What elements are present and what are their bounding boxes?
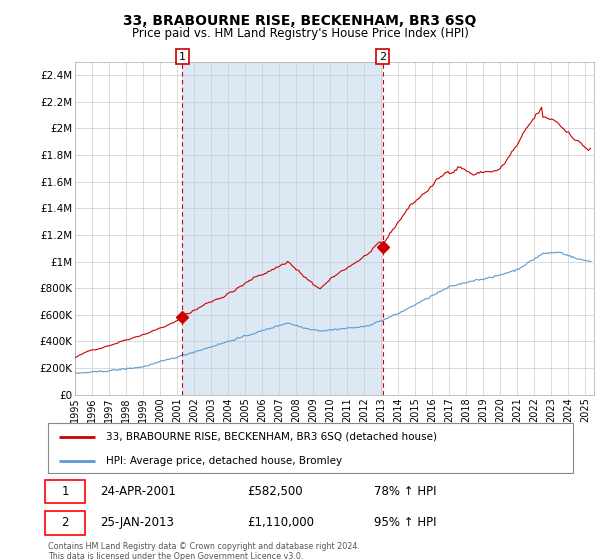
Text: HPI: Average price, detached house, Bromley: HPI: Average price, detached house, Brom… [106, 456, 342, 465]
FancyBboxPatch shape [46, 511, 85, 535]
Text: Price paid vs. HM Land Registry's House Price Index (HPI): Price paid vs. HM Land Registry's House … [131, 27, 469, 40]
Text: 33, BRABOURNE RISE, BECKENHAM, BR3 6SQ (detached house): 33, BRABOURNE RISE, BECKENHAM, BR3 6SQ (… [106, 432, 437, 442]
Text: 33, BRABOURNE RISE, BECKENHAM, BR3 6SQ: 33, BRABOURNE RISE, BECKENHAM, BR3 6SQ [124, 14, 476, 28]
Text: Contains HM Land Registry data © Crown copyright and database right 2024.
This d: Contains HM Land Registry data © Crown c… [48, 542, 360, 560]
Text: £582,500: £582,500 [248, 485, 303, 498]
Text: 2: 2 [379, 52, 386, 62]
Text: 2: 2 [61, 516, 69, 529]
Bar [182, 62, 383, 395]
Text: 25-JAN-2013: 25-JAN-2013 [101, 516, 175, 529]
Text: 78% ↑ HPI: 78% ↑ HPI [373, 485, 436, 498]
Text: 1: 1 [61, 485, 69, 498]
Text: 24-APR-2001: 24-APR-2001 [101, 485, 176, 498]
FancyBboxPatch shape [46, 480, 85, 503]
Text: £1,110,000: £1,110,000 [248, 516, 314, 529]
Text: 1: 1 [179, 52, 186, 62]
Text: 95% ↑ HPI: 95% ↑ HPI [373, 516, 436, 529]
